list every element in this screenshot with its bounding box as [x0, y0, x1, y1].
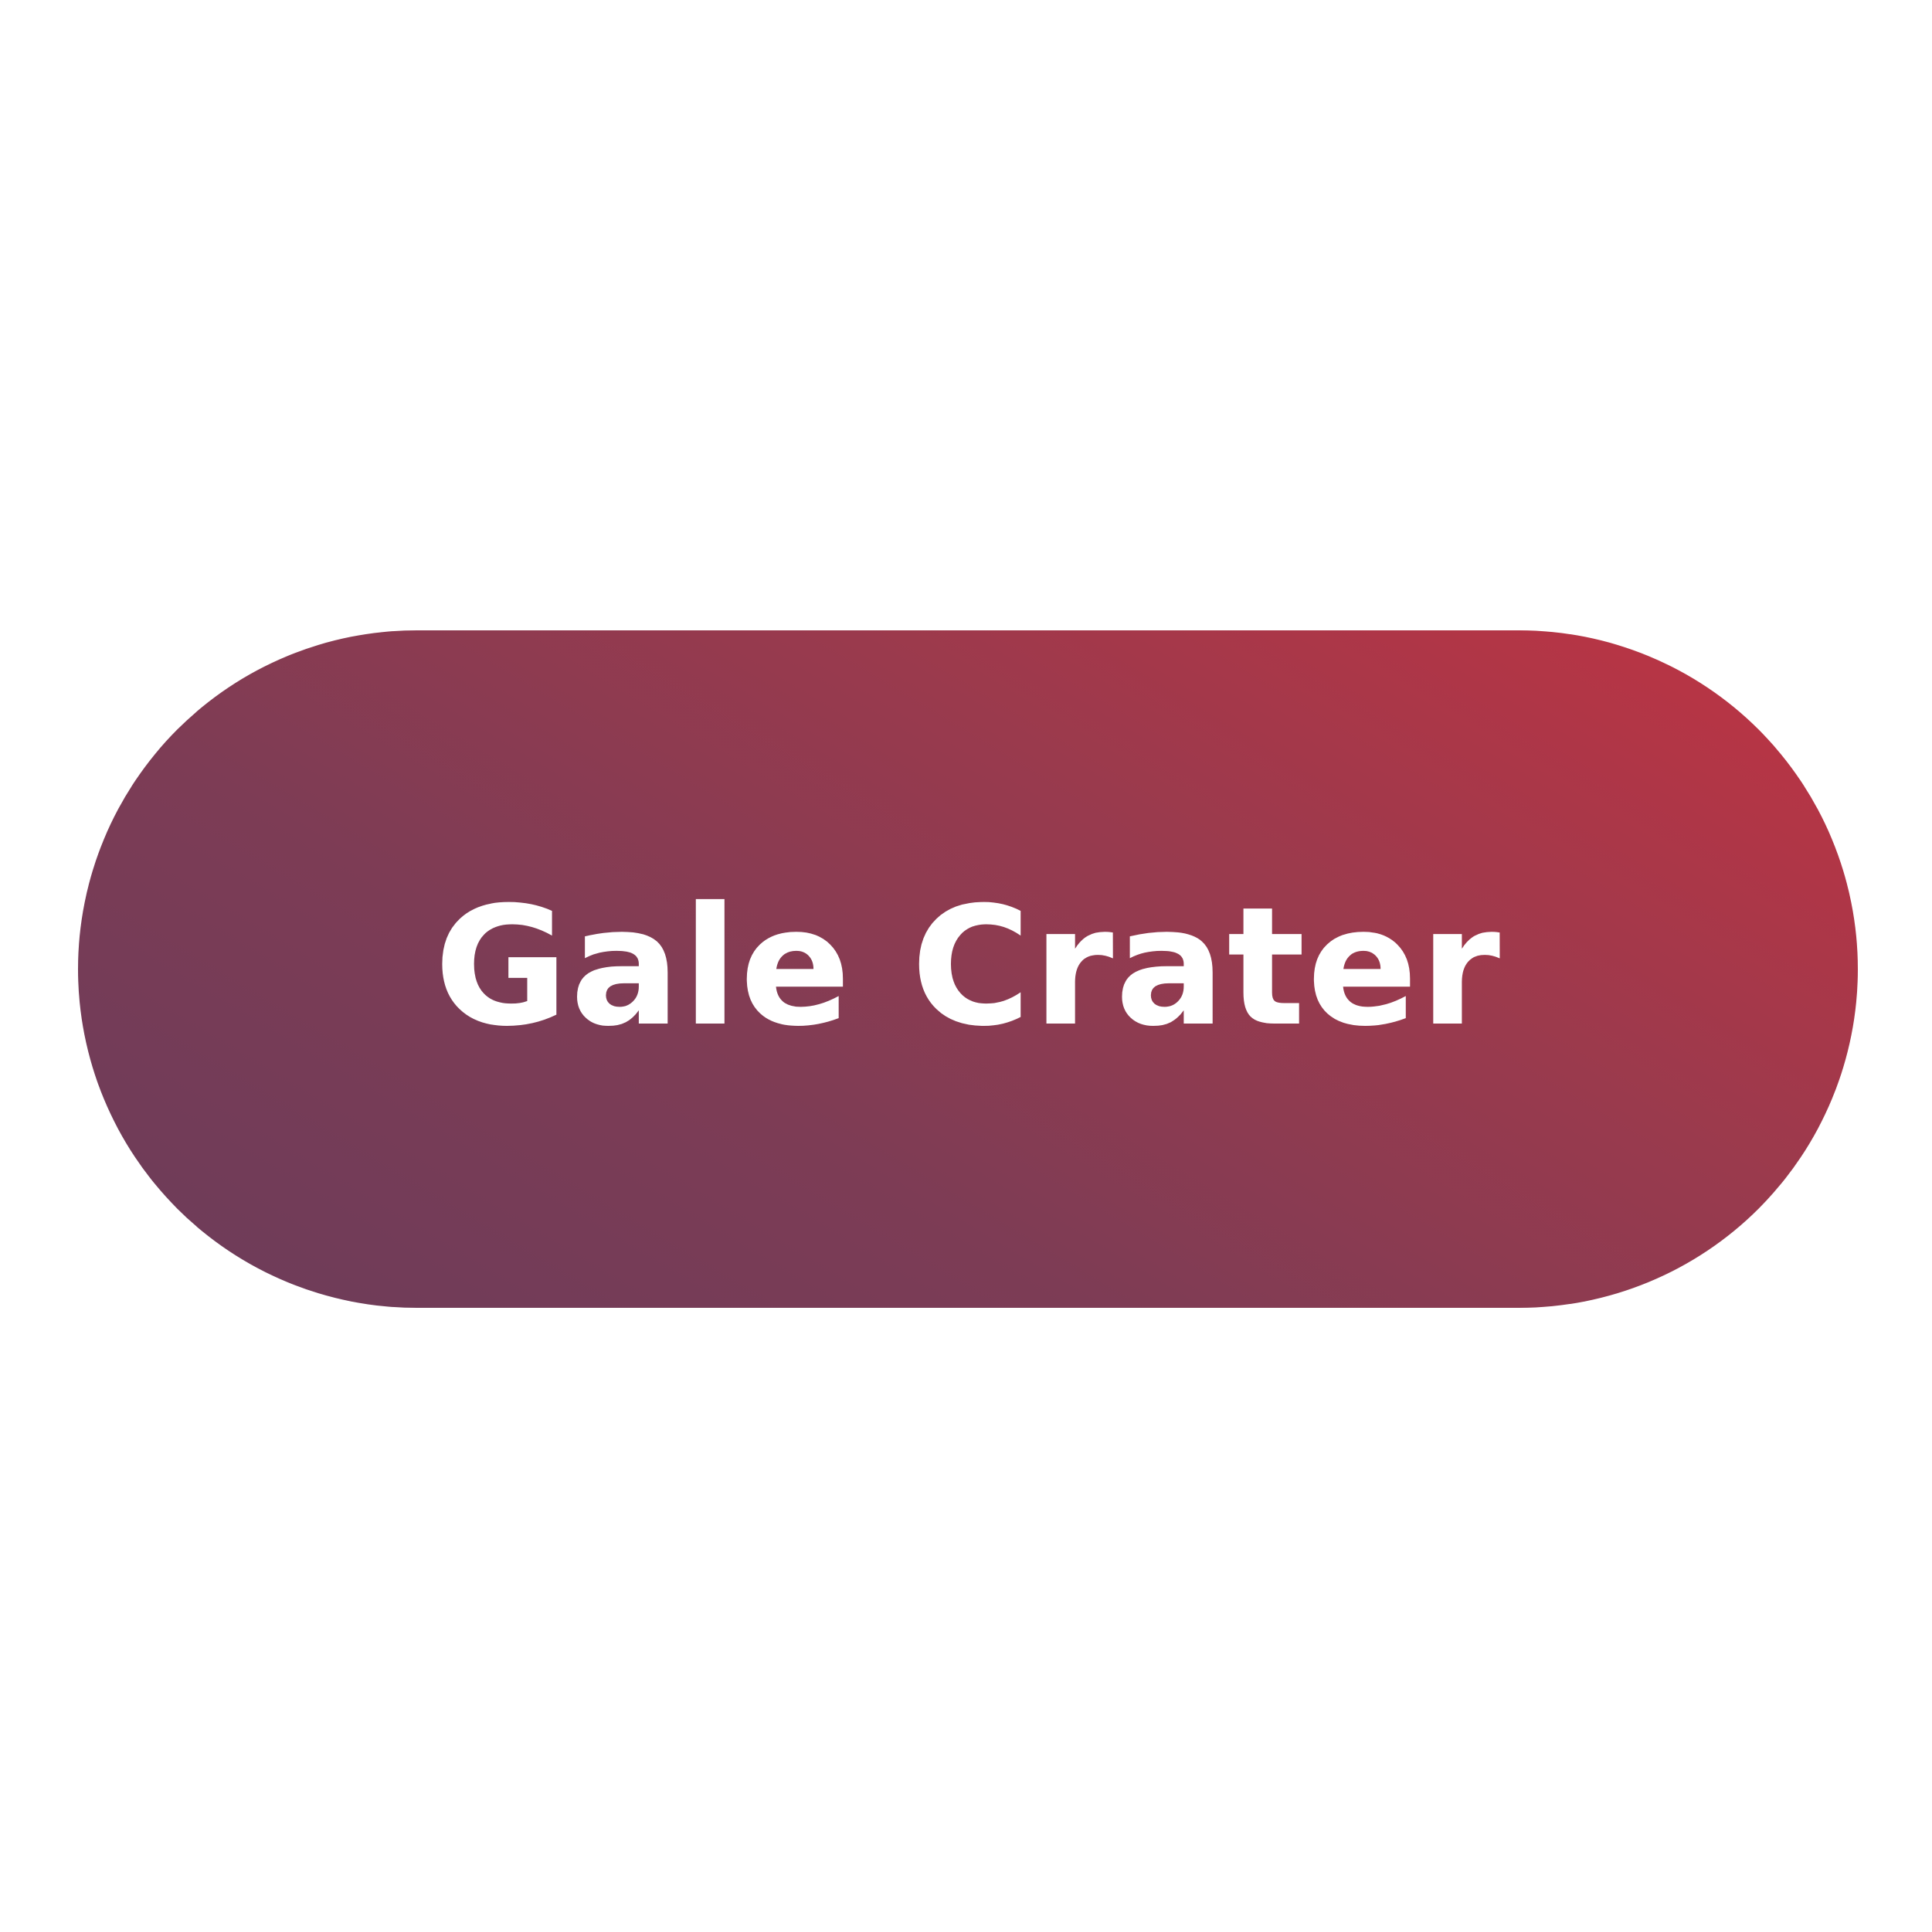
gale-crater-button[interactable]: Gale Crater [78, 630, 1858, 1308]
button-label: Gale Crater [433, 871, 1502, 1062]
